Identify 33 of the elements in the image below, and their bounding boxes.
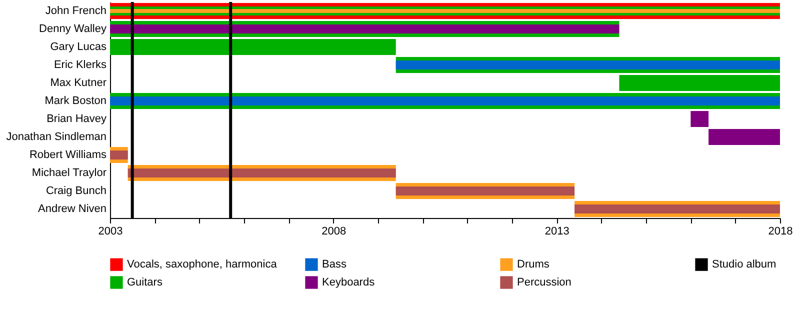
y-tick-label: John French	[45, 5, 106, 17]
y-tick-label: Eric Klerks	[54, 59, 107, 71]
y-tick-label: Craig Bunch	[46, 185, 106, 197]
y-tick-label: Denny Walley	[39, 23, 107, 35]
x-tick-label: 2003	[98, 226, 123, 238]
bar	[110, 96, 780, 106]
x-tick-label: 2013	[544, 226, 570, 238]
y-tick-label: Jonathan Sindleman	[6, 131, 106, 143]
bar	[396, 60, 780, 70]
y-tick-label: Andrew Niven	[38, 203, 106, 215]
y-tick-label: Michael Traylor	[32, 167, 107, 179]
x-tick-label: 2008	[322, 226, 346, 238]
y-tick-label: Brian Havey	[46, 113, 107, 125]
bar	[690, 111, 709, 127]
y-tick-label: Robert Williams	[29, 149, 107, 161]
legend-label: Guitars	[127, 276, 163, 288]
bar	[619, 75, 780, 91]
y-tick-label: Gary Lucas	[50, 41, 107, 53]
legend-label: Drums	[517, 258, 550, 271]
x-tick-label: 2018	[768, 226, 793, 238]
bar	[708, 129, 780, 145]
legend-label: Percussion	[517, 276, 572, 288]
y-tick-label: Mark Boston	[44, 95, 106, 107]
legend-label: Keyboards	[322, 276, 376, 288]
legend-label: Studio album	[712, 258, 776, 271]
bar	[110, 150, 128, 160]
legend-label: Vocals, saxophone, harmonica	[127, 258, 278, 271]
y-tick-label: Max Kutner	[50, 77, 107, 89]
bar	[574, 204, 780, 214]
bar	[396, 186, 575, 196]
legend-label: Bass	[322, 258, 347, 271]
bar	[110, 39, 396, 55]
bar	[128, 168, 396, 178]
